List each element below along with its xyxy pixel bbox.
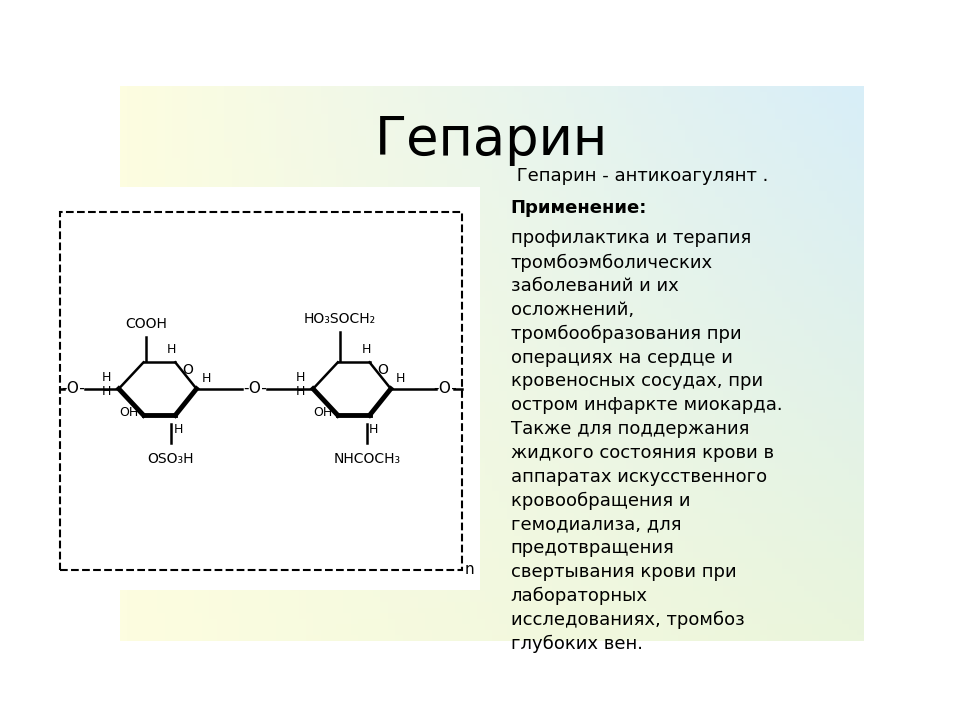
Text: O: O [377, 363, 388, 377]
Text: исследованиях, тромбоз: исследованиях, тромбоз [511, 611, 744, 629]
Text: осложнений,: осложнений, [511, 301, 634, 319]
Text: кровообращения и: кровообращения и [511, 492, 690, 510]
Text: Гепарин - антикоагулянт .: Гепарин - антикоагулянт . [511, 167, 768, 185]
Text: n: n [465, 562, 474, 577]
Text: H: H [202, 372, 211, 385]
Text: аппаратах искусственного: аппаратах искусственного [511, 468, 767, 486]
Text: OH: OH [313, 406, 332, 419]
Text: OH: OH [119, 406, 138, 419]
Text: остром инфаркте миокарда.: остром инфаркте миокарда. [511, 396, 782, 414]
Text: O: O [182, 363, 194, 377]
Text: H: H [296, 372, 305, 384]
Text: глубоких вен.: глубоких вен. [511, 635, 642, 653]
Text: H: H [167, 343, 177, 356]
Text: OSO₃H: OSO₃H [148, 451, 194, 466]
Text: жидкого состояния крови в: жидкого состояния крови в [511, 444, 774, 462]
Text: -O-: -O- [61, 382, 84, 396]
Text: H: H [296, 384, 305, 398]
Text: операциях на сердце и: операциях на сердце и [511, 348, 732, 366]
Text: H: H [369, 423, 378, 436]
Text: гемодиализа, для: гемодиализа, для [511, 516, 681, 534]
Text: -O-: -O- [243, 382, 267, 396]
Bar [60, 212, 463, 570]
Text: предотвращения: предотвращения [511, 539, 674, 557]
Text: тромбоэмболических: тромбоэмболических [511, 253, 712, 271]
Text: заболеваний и их: заболеваний и их [511, 277, 679, 295]
Text: -O-: -O- [433, 382, 457, 396]
Text: NHCOCH₃: NHCOCH₃ [334, 451, 401, 466]
Text: H: H [174, 423, 183, 436]
Text: H: H [102, 372, 111, 384]
Text: H: H [102, 384, 111, 398]
Text: Также для поддержания: Также для поддержания [511, 420, 749, 438]
Text: кровеносных сосудах, при: кровеносных сосудах, при [511, 372, 763, 390]
Text: COOH: COOH [125, 317, 167, 331]
Text: Применение:: Применение: [511, 199, 647, 217]
Text: H: H [396, 372, 405, 385]
Text: профилактика и терапия: профилактика и терапия [511, 230, 751, 248]
Text: тромбообразования при: тромбообразования при [511, 325, 741, 343]
Text: H: H [361, 343, 371, 356]
Text: Гепарин: Гепарин [375, 114, 609, 166]
Text: свертывания крови при: свертывания крови при [511, 563, 736, 581]
Text: HO₃SOCH₂: HO₃SOCH₂ [304, 312, 376, 326]
Text: лабораторных: лабораторных [511, 587, 648, 606]
